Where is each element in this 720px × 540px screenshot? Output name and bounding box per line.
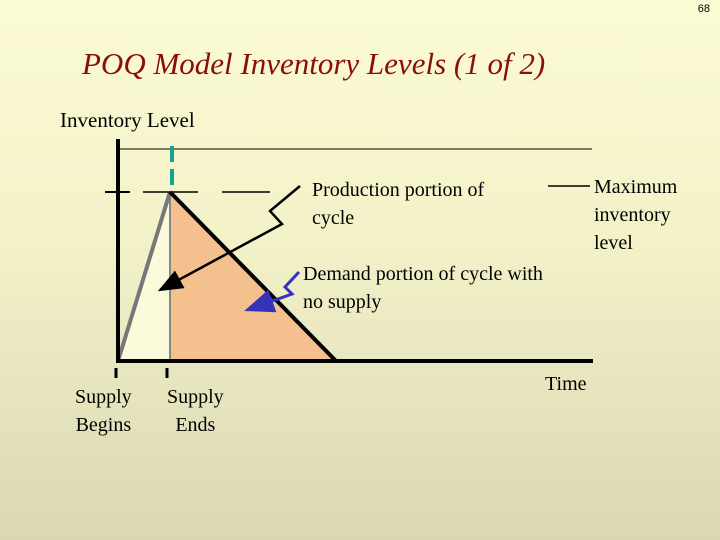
max-label-line-1: Maximum — [594, 176, 678, 198]
supply-begins-line-1: Supply — [75, 386, 132, 408]
max-inventory-label: Maximum inventory level — [594, 173, 677, 257]
supply-ends-label: Supply Ends — [167, 383, 224, 439]
production-label-line-2: cycle — [312, 207, 355, 229]
demand-line — [168, 190, 338, 363]
demand-arrow — [244, 270, 301, 313]
page-number: 68 — [697, 3, 710, 15]
demand-label-line-1: Demand portion of cycle with — [303, 263, 543, 285]
y-axis-label: Inventory Level — [60, 108, 195, 132]
max-label-line-2: inventory — [594, 204, 671, 226]
demand-label-line-2: no supply — [303, 291, 382, 313]
production-portion-label: Production portion of cycle — [312, 176, 484, 232]
x-axis-label: Time — [545, 373, 587, 395]
production-line — [116, 191, 172, 362]
max-label-line-3: level — [594, 232, 633, 254]
supply-ends-line-1: Supply — [167, 386, 224, 408]
supply-ends-line-2: Ends — [175, 414, 216, 436]
supply-begins-label: Supply Begins — [75, 383, 132, 439]
slide-title: POQ Model Inventory Levels (1 of 2) — [82, 46, 546, 81]
production-label-line-1: Production portion of — [312, 179, 485, 201]
production-arrow — [157, 185, 301, 292]
demand-portion-label: Demand portion of cycle with no supply — [303, 260, 543, 316]
supply-begins-line-2: Begins — [75, 414, 132, 436]
